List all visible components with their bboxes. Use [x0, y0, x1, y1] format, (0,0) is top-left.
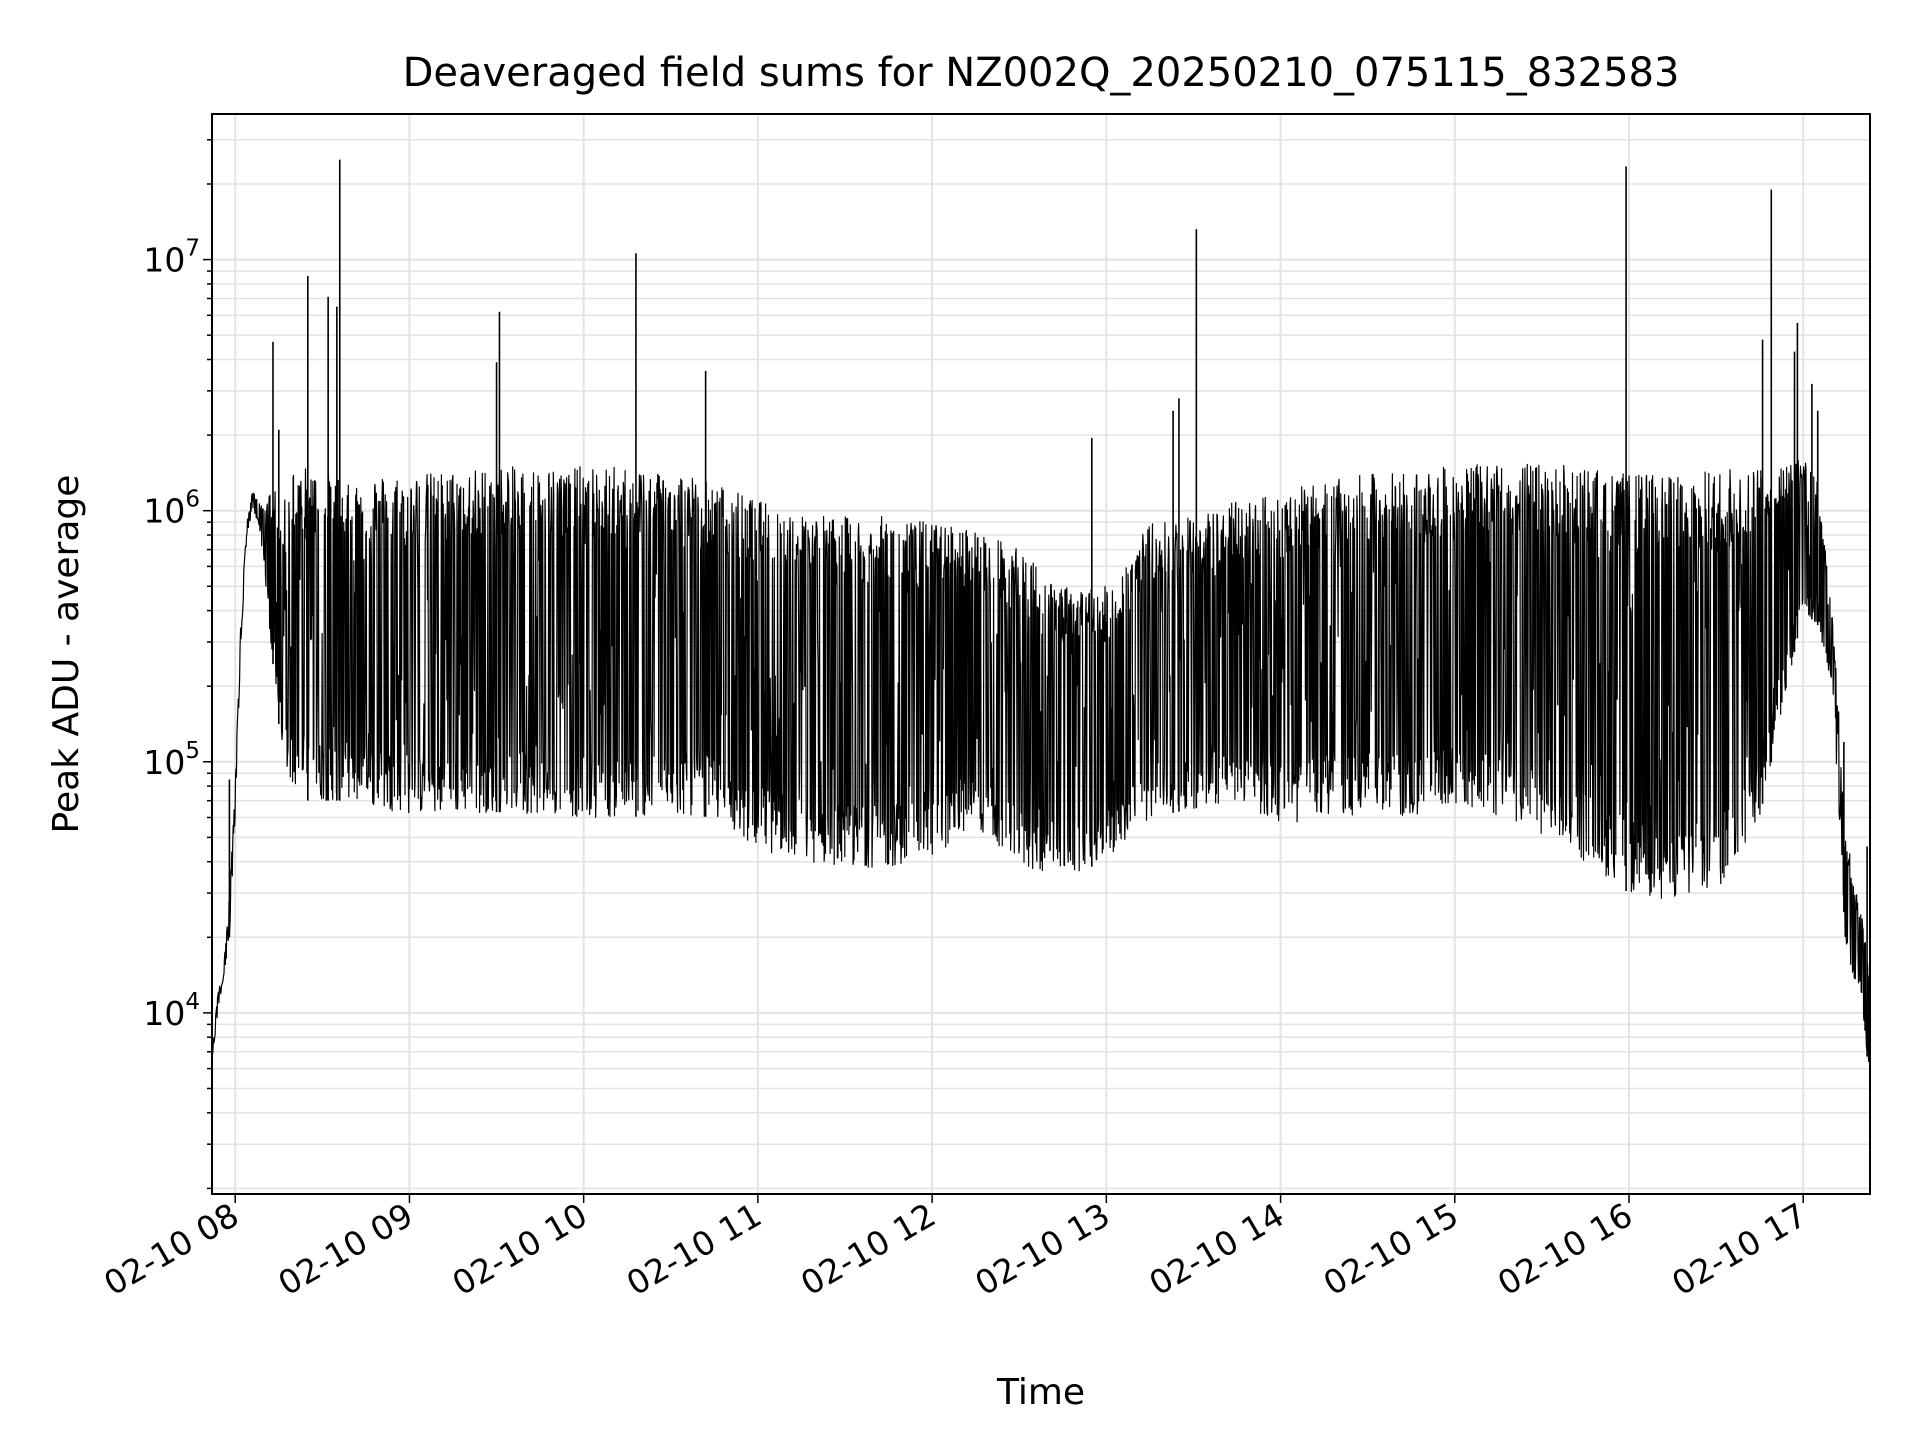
y-tick-base: 10: [143, 743, 185, 782]
y-tick-label: 104: [143, 989, 200, 1033]
y-tick-base: 10: [143, 994, 185, 1033]
y-tick-exponent: 4: [185, 989, 200, 1015]
y-tick-base: 10: [143, 241, 185, 280]
y-tick-label: 105: [143, 738, 200, 782]
y-tick-exponent: 7: [185, 236, 200, 262]
y-tick-label: 107: [143, 236, 200, 280]
chart-title: Deaveraged field sums for NZ002Q_2025021…: [403, 50, 1680, 96]
y-tick-base: 10: [143, 492, 185, 531]
series-line: [211, 459, 1871, 1063]
y-tick-label: 106: [143, 487, 200, 531]
plot-frame: [211, 113, 1871, 1195]
x-axis-label: Time: [996, 1372, 1085, 1413]
y-axis-label: Peak ADU - average: [46, 475, 87, 834]
y-tick-exponent: 5: [185, 738, 200, 764]
y-tick-exponent: 6: [185, 487, 200, 513]
data-layer: [211, 159, 1871, 1063]
